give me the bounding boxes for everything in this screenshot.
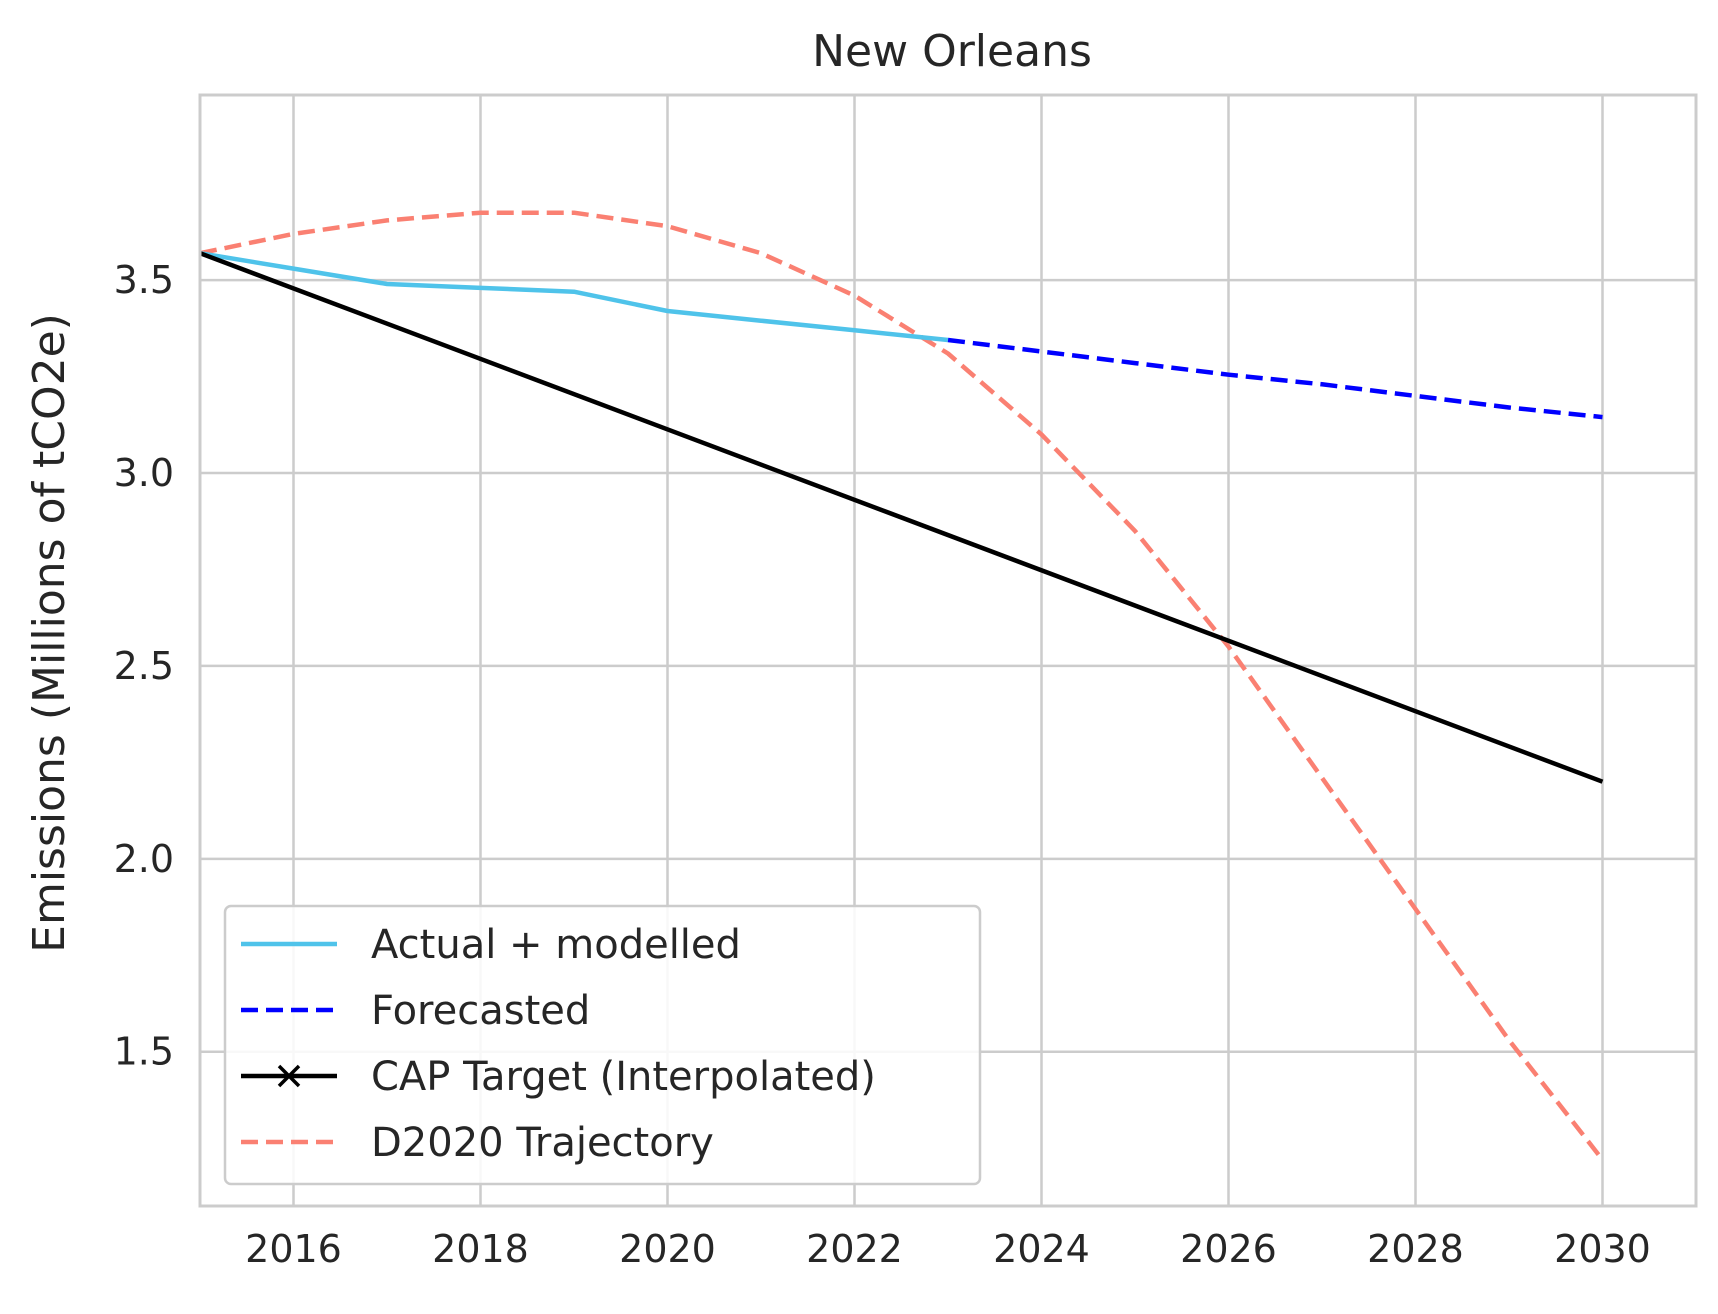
x-tick-label: 2024 (993, 1227, 1090, 1271)
x-tick-label: 2022 (806, 1227, 903, 1271)
y-axis-label: Emissions (Millions of tCO2e) (24, 313, 75, 953)
legend-label: Actual + modelled (371, 922, 741, 968)
chart-title: New Orleans (812, 26, 1092, 77)
series-line-cap-target-interpolated (199, 251, 1604, 784)
series-line-forecasted (947, 337, 1603, 420)
x-tick-label: 2018 (432, 1227, 529, 1271)
tick-labels: 2016 2018 2020 2022 2024 2026 2028 2030 1.5 2.0 2.… (114, 258, 1651, 1271)
x-tick-label: 2026 (1180, 1227, 1277, 1271)
legend-box (223, 904, 982, 1186)
series-lines (199, 210, 1605, 1162)
y-tick-label: 1.5 (114, 1030, 174, 1074)
y-tick-label: 2.5 (114, 644, 174, 688)
series-line-actual-modelled (199, 250, 949, 343)
series-line-d2020-trajectory (199, 210, 1605, 1162)
plot-frame (198, 93, 1698, 1208)
y-tick-label: 2.0 (114, 837, 174, 881)
x-tick-label: 2028 (1367, 1227, 1464, 1271)
legend-marker-x (277, 1064, 301, 1088)
y-tick-label: 3.0 (114, 451, 174, 495)
x-tick-label: 2016 (245, 1227, 342, 1271)
legend-label: CAP Target (Interpolated) (371, 1054, 876, 1100)
legend-label: D2020 Trajectory (371, 1120, 714, 1166)
legend-label: Forecasted (371, 988, 590, 1034)
x-tick-label: 2020 (619, 1227, 716, 1271)
x-tick-label: 2030 (1554, 1227, 1651, 1271)
legend: Actual + modelled Forecasted CAP Target (I… (223, 904, 982, 1186)
y-tick-label: 3.5 (114, 258, 174, 302)
